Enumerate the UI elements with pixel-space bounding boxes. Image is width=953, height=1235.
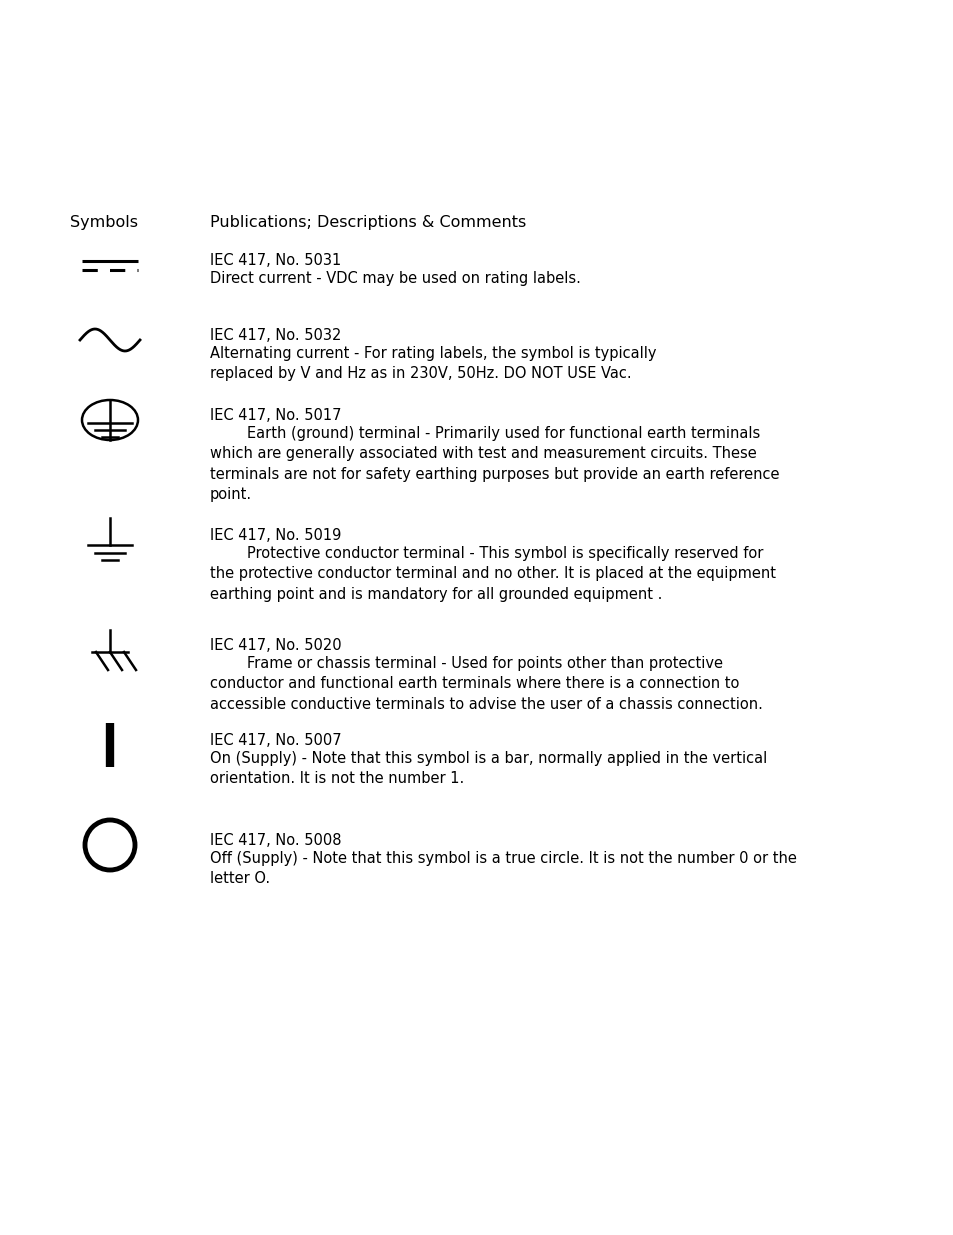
Text: Frame or chassis terminal - Used for points other than protective
conductor and : Frame or chassis terminal - Used for poi… [210, 656, 762, 711]
Text: IEC 417, No. 5020: IEC 417, No. 5020 [210, 638, 341, 653]
Text: IEC 417, No. 5008: IEC 417, No. 5008 [210, 832, 341, 848]
Text: IEC 417, No. 5032: IEC 417, No. 5032 [210, 329, 341, 343]
Text: Direct current - VDC may be used on rating labels.: Direct current - VDC may be used on rati… [210, 270, 580, 287]
Text: IEC 417, No. 5019: IEC 417, No. 5019 [210, 529, 341, 543]
Text: On (Supply) - Note that this symbol is a bar, normally applied in the vertical
o: On (Supply) - Note that this symbol is a… [210, 751, 766, 787]
Text: IEC 417, No. 5007: IEC 417, No. 5007 [210, 734, 341, 748]
Text: IEC 417, No. 5017: IEC 417, No. 5017 [210, 408, 341, 424]
Text: Off (Supply) - Note that this symbol is a true circle. It is not the number 0 or: Off (Supply) - Note that this symbol is … [210, 851, 796, 887]
Text: Protective conductor terminal - This symbol is specifically reserved for
the pro: Protective conductor terminal - This sym… [210, 546, 775, 601]
Text: Earth (ground) terminal - Primarily used for functional earth terminals
which ar: Earth (ground) terminal - Primarily used… [210, 426, 779, 503]
Text: IEC 417, No. 5031: IEC 417, No. 5031 [210, 253, 341, 268]
Text: Alternating current - For rating labels, the symbol is typically
replaced by V a: Alternating current - For rating labels,… [210, 346, 656, 382]
Text: Publications; Descriptions & Comments: Publications; Descriptions & Comments [210, 215, 526, 230]
Text: Symbols: Symbols [70, 215, 138, 230]
